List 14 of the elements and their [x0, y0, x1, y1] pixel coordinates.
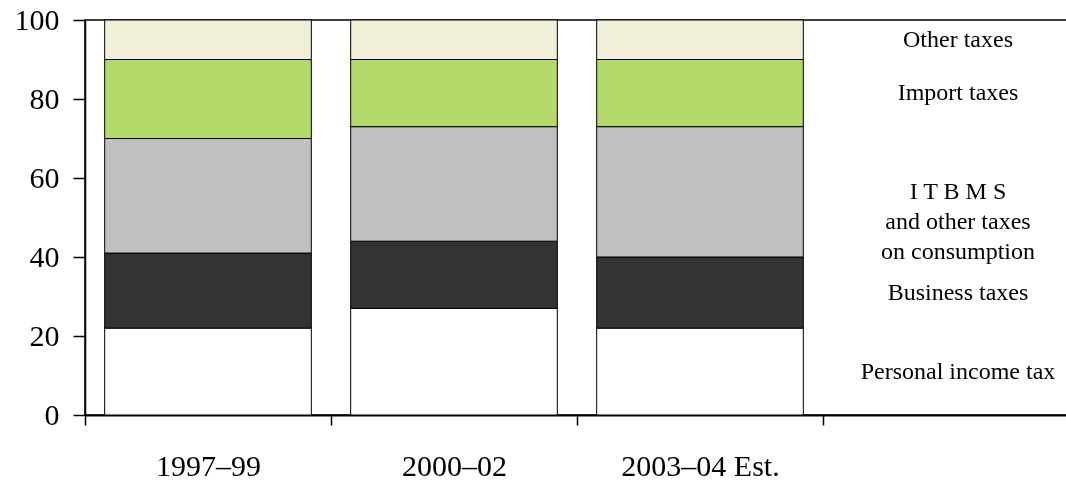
y-tick-label: 80 — [29, 81, 60, 115]
y-tick-label: 40 — [29, 239, 60, 273]
text: Personal income tax — [860, 357, 1056, 384]
text: Other taxes — [903, 25, 1013, 52]
y-tick-label: 20 — [29, 318, 60, 352]
y-tick-label: 60 — [29, 160, 60, 194]
x-tick-label: 2000–02 — [402, 448, 507, 482]
y-tick-label: 100 — [14, 2, 60, 36]
text: Business taxes — [887, 278, 1029, 305]
text: I T B M S and other taxes on consumption — [881, 177, 1035, 264]
y-tick-label: 0 — [44, 397, 60, 431]
text: Import taxes — [897, 79, 1019, 106]
x-tick-label: 1997–99 — [156, 448, 261, 482]
x-tick-label: 2003–04 Est. — [621, 448, 780, 482]
